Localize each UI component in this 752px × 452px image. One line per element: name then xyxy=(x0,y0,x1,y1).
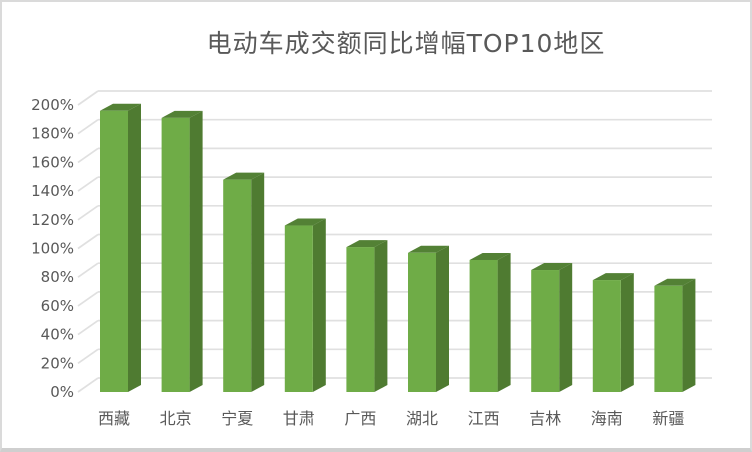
bar xyxy=(161,117,190,392)
bar xyxy=(100,110,128,393)
x-axis-label: 吉林 xyxy=(529,409,561,428)
bar-top-face xyxy=(223,172,265,180)
y-axis-label: 120% xyxy=(31,211,74,229)
y-axis-label: 180% xyxy=(31,125,74,143)
y-axis-label: 80% xyxy=(41,268,74,286)
y-axis-label: 160% xyxy=(31,153,74,171)
y-axis-tick xyxy=(77,348,99,364)
bar-top-face xyxy=(654,278,696,286)
bar xyxy=(408,252,436,392)
y-axis-tick xyxy=(77,377,99,393)
bar-top-face xyxy=(469,252,511,260)
bar-top-face xyxy=(346,240,388,248)
bar xyxy=(223,179,252,392)
y-axis-label: 60% xyxy=(41,297,74,315)
y-axis-tick xyxy=(77,205,99,221)
y-axis-tick xyxy=(77,262,99,278)
bar-side-face xyxy=(620,273,634,392)
bar-top-face xyxy=(284,218,326,226)
bar-side-face xyxy=(189,110,203,392)
chart-title: 电动车成交额同比增幅TOP10地区 xyxy=(206,29,606,58)
bar-top-face xyxy=(408,245,449,253)
y-axis-tick xyxy=(77,319,99,336)
x-axis-label: 宁夏 xyxy=(221,409,253,428)
y-axis-label: 40% xyxy=(41,326,74,344)
bar-side-face xyxy=(128,103,141,393)
bar-side-face xyxy=(312,218,326,392)
bar xyxy=(346,247,375,392)
x-axis-label: 北京 xyxy=(160,409,192,428)
x-axis-label: 湖北 xyxy=(406,409,438,428)
y-axis-tick xyxy=(77,233,99,250)
x-axis-label: 新疆 xyxy=(652,409,684,428)
bar-top-face xyxy=(100,103,141,111)
bar-side-face xyxy=(682,278,696,392)
bar-side-face xyxy=(497,252,511,392)
y-axis-tick xyxy=(77,176,99,192)
bar xyxy=(469,259,498,392)
y-axis-tick xyxy=(77,90,99,106)
y-axis-tick xyxy=(77,147,99,164)
bar xyxy=(531,270,560,392)
bar-top-face xyxy=(161,110,203,118)
bar-side-face xyxy=(559,263,573,392)
y-axis-label: 20% xyxy=(41,354,74,372)
bar xyxy=(284,225,313,392)
y-axis-label: 0% xyxy=(50,383,74,401)
bar-top-face xyxy=(531,263,573,271)
y-axis-label: 140% xyxy=(31,182,74,200)
x-axis-label: 西藏 xyxy=(98,409,130,428)
bar xyxy=(654,285,683,392)
bar xyxy=(592,280,621,392)
x-axis-label: 广西 xyxy=(344,409,376,428)
y-axis-tick xyxy=(77,119,99,135)
x-axis-label: 江西 xyxy=(468,409,500,428)
y-axis-label: 200% xyxy=(31,96,74,114)
x-axis-label: 甘肃 xyxy=(283,409,315,428)
bar-side-face xyxy=(374,240,388,392)
bar-top-face xyxy=(592,273,634,281)
bar-side-face xyxy=(436,245,449,392)
y-axis-label: 100% xyxy=(31,240,74,258)
y-axis-tick xyxy=(77,291,99,307)
bar-side-face xyxy=(251,172,265,392)
x-axis-label: 海南 xyxy=(591,409,623,428)
